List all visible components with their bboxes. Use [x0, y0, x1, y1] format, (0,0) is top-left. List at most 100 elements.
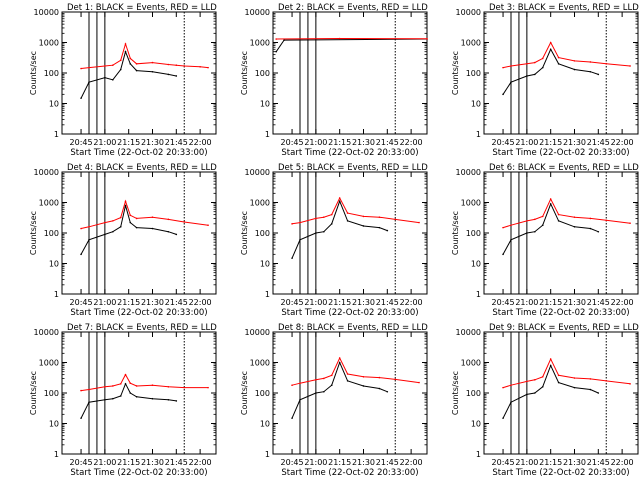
y-axis-label: Counts/sec: [240, 51, 249, 95]
data-point-lld: [549, 198, 552, 200]
data-point-events: [589, 227, 592, 230]
x-tick-label: 20:45: [492, 298, 515, 307]
data-point-lld: [323, 377, 325, 380]
data-point-lld: [330, 213, 333, 216]
data-point-events: [129, 63, 132, 65]
x-tick-label: 21:15: [539, 458, 562, 467]
series-line-events: [291, 361, 388, 419]
data-point-events: [502, 93, 504, 96]
y-tick-label: 1: [476, 130, 481, 139]
series-line-events: [291, 199, 388, 259]
x-tick-label: 21:30: [563, 458, 586, 467]
data-point-events: [104, 76, 106, 79]
data-point-lld: [549, 358, 552, 360]
data-point-events: [124, 383, 127, 385]
y-tick-label: 1000: [39, 359, 59, 368]
y-tick-label: 10: [260, 420, 270, 429]
y-tick-label: 10: [260, 260, 270, 269]
x-tick-label: 21:30: [352, 138, 375, 147]
y-tick-label: 100: [44, 229, 59, 238]
data-point-lld: [362, 375, 365, 378]
data-point-events: [315, 392, 317, 394]
plot-title: Det 9: BLACK = Events, RED = LLD: [489, 323, 639, 333]
x-tick-label: 21:15: [328, 458, 351, 467]
x-tick-label: 20:45: [70, 458, 93, 467]
detector-panel-7: Det 7: BLACK = Events, RED = LLD 1 10 100 10…: [29, 323, 217, 478]
x-tick-label: 22:00: [611, 138, 634, 147]
y-axis-label: Counts/sec: [29, 211, 38, 255]
data-point-events: [330, 223, 333, 225]
y-axis-label: Counts/sec: [451, 371, 460, 415]
y-tick-label: 100: [466, 229, 481, 238]
x-tick-label: 21:15: [117, 298, 140, 307]
data-point-lld: [104, 65, 106, 67]
y-tick-label: 1000: [250, 39, 270, 48]
x-tick-label: 21:00: [304, 138, 327, 147]
y-axis-label: Counts/sec: [29, 51, 38, 95]
plot-frame: [483, 11, 639, 135]
plot-title: Det 6: BLACK = Events, RED = LLD: [489, 163, 639, 173]
plot-title: Det 2: BLACK = Events, RED = LLD: [278, 3, 428, 13]
data-point-events: [175, 233, 178, 236]
y-tick-label: 10000: [245, 328, 270, 337]
plot-title: Det 1: BLACK = Events, RED = LLD: [67, 3, 217, 13]
series-line-lld: [503, 41, 631, 69]
x-axis-label: Start Time (22-Oct-02 20:33:00): [70, 308, 207, 318]
x-tick-label: 21:00: [304, 298, 327, 307]
data-point-events: [549, 48, 552, 51]
x-axis-label: Start Time (22-Oct-02 20:33:00): [281, 148, 418, 158]
data-point-lld: [167, 385, 170, 388]
x-tick-label: 20:45: [70, 298, 93, 307]
y-tick-label: 100: [44, 69, 59, 78]
y-tick-label: 1000: [461, 39, 481, 48]
data-point-lld: [183, 65, 186, 67]
y-tick-label: 1000: [250, 359, 270, 368]
x-tick-label: 22:00: [611, 298, 634, 307]
y-tick-label: 1000: [461, 359, 481, 368]
data-point-events: [119, 225, 122, 228]
x-tick-label: 21:45: [376, 138, 399, 147]
data-point-lld: [629, 383, 631, 385]
data-point-events: [534, 392, 536, 394]
data-point-lld: [573, 216, 576, 218]
x-tick-label: 22:00: [189, 138, 212, 147]
x-tick-label: 21:45: [165, 138, 188, 147]
y-axis-label: Counts/sec: [240, 211, 249, 255]
plot-frame: [61, 331, 217, 455]
y-tick-label: 100: [44, 389, 59, 398]
x-tick-label: 21:00: [93, 298, 116, 307]
y-axis-label: Counts/sec: [29, 371, 38, 415]
data-point-events: [283, 39, 285, 41]
y-tick-label: 10000: [456, 328, 481, 337]
x-tick-label: 21:30: [563, 138, 586, 147]
x-axis-label: Start Time (22-Oct-02 20:33:00): [492, 308, 629, 318]
data-point-lld: [291, 384, 293, 387]
x-tick-label: 20:45: [70, 138, 93, 147]
data-point-events: [315, 232, 317, 234]
data-point-lld: [378, 216, 381, 218]
data-point-lld: [88, 66, 90, 69]
data-point-lld: [104, 221, 106, 224]
data-point-events: [557, 220, 560, 222]
x-tick-label: 21:00: [515, 298, 538, 307]
x-tick-label: 21:00: [304, 458, 327, 467]
data-point-events: [346, 380, 349, 382]
data-point-lld: [119, 383, 122, 385]
y-tick-label: 100: [255, 229, 270, 238]
data-point-lld: [299, 221, 301, 224]
data-point-lld: [338, 37, 341, 40]
data-point-lld: [124, 43, 127, 45]
y-tick-label: 10000: [456, 168, 481, 177]
data-point-lld: [629, 65, 631, 67]
data-point-lld: [175, 64, 178, 67]
detector-panel-3: Det 3: BLACK = Events, RED = LLD 1 10 100 10…: [451, 3, 639, 158]
data-point-lld: [589, 217, 592, 220]
data-point-events: [549, 203, 552, 205]
series-line-lld: [502, 197, 631, 229]
data-point-events: [338, 361, 341, 364]
series-line-lld: [292, 196, 420, 225]
series-line-events: [275, 38, 428, 52]
series-line-events: [80, 205, 177, 255]
data-point-events: [597, 392, 600, 394]
data-point-lld: [510, 384, 512, 387]
